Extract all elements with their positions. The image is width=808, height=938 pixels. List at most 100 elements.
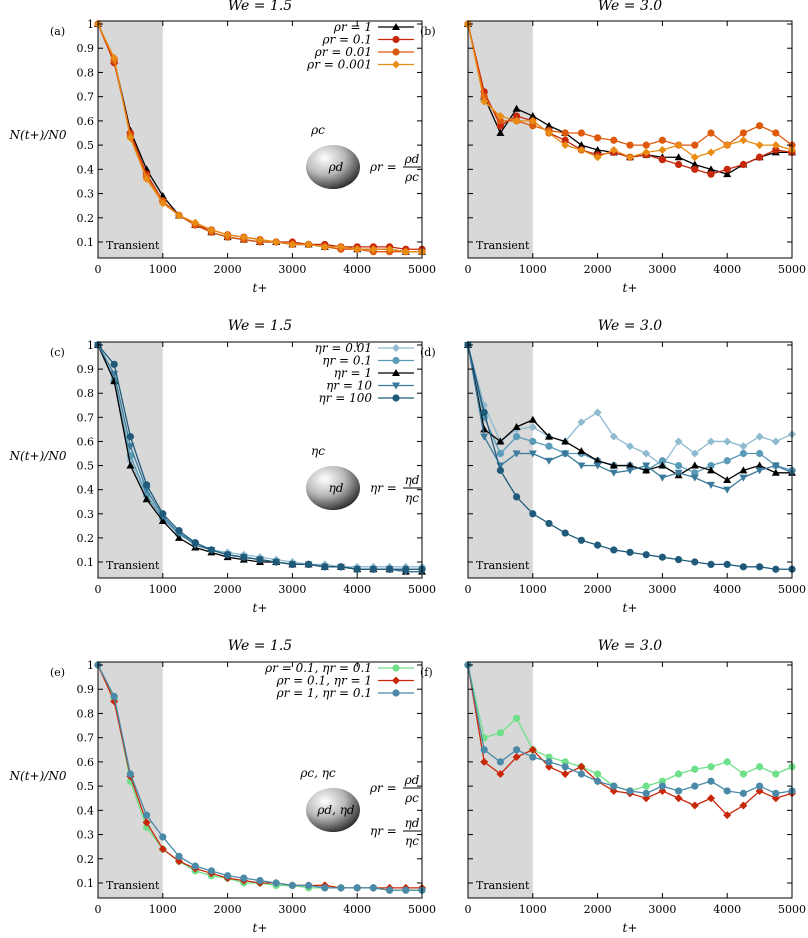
data-point — [626, 442, 634, 451]
continuous-phase-label: ρc, ηc — [299, 766, 336, 780]
droplet-icon — [306, 145, 360, 189]
data-point — [512, 422, 521, 430]
data-point — [496, 129, 505, 136]
data-point — [142, 818, 151, 827]
data-point — [723, 560, 731, 569]
data-point — [642, 141, 650, 149]
x-tick-label: 2000 — [584, 263, 612, 276]
data-point — [658, 145, 667, 154]
transient-label: Transient — [106, 559, 160, 572]
data-point — [593, 145, 602, 153]
data-point — [337, 242, 345, 251]
legend-marker — [392, 689, 400, 697]
series-3 — [94, 20, 426, 256]
data-point — [496, 729, 504, 737]
data-point — [707, 129, 715, 137]
data-point — [321, 884, 329, 892]
x-tick-label: 4000 — [713, 903, 741, 916]
data-point — [658, 156, 667, 164]
denominator: ηc — [405, 834, 419, 848]
data-point — [626, 467, 634, 475]
data-point — [577, 141, 586, 149]
data-point — [528, 116, 537, 125]
denominator: ηc — [405, 491, 419, 505]
droplet-annotation: ρc, ηc ρd, ηd ρr = ρd ρc ηr = ηd ηc — [299, 766, 421, 848]
data-point — [723, 811, 732, 820]
data-point — [658, 474, 667, 482]
series-2 — [464, 661, 796, 797]
legend-label: ρr = 0.1, ηr = 0.1 — [264, 661, 372, 675]
y-tick-label: 1 — [87, 18, 94, 31]
data-point — [723, 476, 732, 484]
data-point — [658, 782, 667, 790]
data-point — [593, 462, 602, 470]
data-point — [690, 160, 699, 168]
data-point — [642, 148, 651, 157]
y-tick-label: 1 — [87, 339, 94, 352]
panel-title: We = 3.0 — [598, 638, 663, 654]
data-point — [756, 563, 764, 571]
y-tick-label: 0.1 — [77, 877, 95, 890]
y-tick-label: 0.6 — [77, 435, 95, 448]
x-tick-label: 0 — [95, 263, 102, 276]
data-point — [674, 437, 683, 446]
x-tick-label: 2000 — [214, 583, 242, 596]
continuous-phase-label: ηc — [311, 444, 325, 458]
data-point — [175, 533, 183, 541]
data-point — [402, 886, 410, 894]
data-point — [756, 449, 764, 458]
x-tick-label: 0 — [465, 263, 472, 276]
legend-label: ηr = 10 — [326, 379, 372, 393]
data-point — [110, 692, 118, 701]
data-point — [707, 481, 715, 489]
data-point — [756, 763, 764, 771]
data-point — [126, 770, 134, 778]
data-point — [240, 874, 248, 882]
transient-label: Transient — [106, 879, 160, 892]
data-point — [480, 97, 489, 106]
data-point — [496, 758, 504, 766]
data-point — [739, 160, 748, 169]
data-point — [545, 442, 553, 450]
denominator: ρc — [404, 791, 419, 805]
x-axis-label: t+ — [623, 921, 638, 935]
legend-label: ηr = 0.1 — [322, 354, 372, 368]
x-tick-label: 3000 — [648, 263, 676, 276]
y-tick-label: 0.1 — [77, 556, 95, 569]
data-point — [561, 141, 570, 150]
data-point — [158, 199, 167, 208]
data-point — [142, 175, 151, 184]
data-point — [739, 466, 748, 474]
ratio-equation: ρr = ρd ρc — [369, 152, 421, 184]
y-tick-label: 0.2 — [77, 853, 95, 866]
series-3 — [464, 342, 796, 494]
data-point — [755, 461, 764, 469]
numerator: ρd — [404, 773, 420, 787]
x-tick-label: 0 — [465, 583, 472, 596]
x-tick-label: 2000 — [214, 263, 242, 276]
data-point — [401, 247, 410, 256]
y-tick-label: 0.5 — [77, 139, 95, 152]
data-point — [755, 467, 764, 475]
data-point — [207, 225, 216, 234]
data-point — [594, 541, 602, 549]
data-point — [723, 486, 732, 494]
plot-frame — [467, 661, 793, 899]
data-point — [561, 770, 570, 778]
data-point — [513, 714, 521, 722]
data-point — [739, 449, 748, 458]
y-tick-label: 0.5 — [77, 460, 95, 473]
data-point — [240, 553, 248, 561]
data-point — [577, 447, 586, 455]
data-point — [561, 136, 569, 144]
data-point — [756, 782, 764, 790]
data-point — [175, 852, 183, 860]
droplet-phase-label: ρd, ηd — [316, 803, 355, 817]
y-tick-label: 0.6 — [77, 756, 95, 769]
data-point — [609, 432, 618, 441]
data-point — [771, 437, 780, 446]
data-point — [707, 794, 715, 803]
data-point — [609, 469, 618, 477]
data-point — [529, 753, 537, 761]
